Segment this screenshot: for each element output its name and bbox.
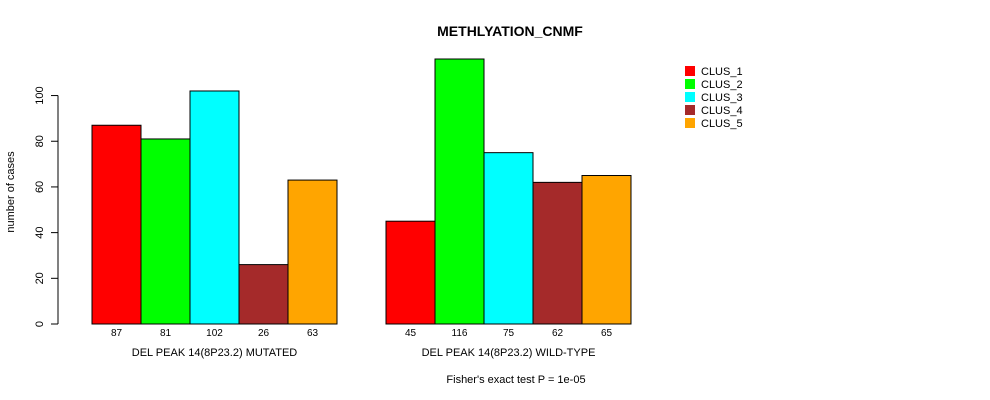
y-tick-label: 100 xyxy=(34,86,46,104)
bar-value-label: 45 xyxy=(405,328,417,339)
legend-label: CLUS_3 xyxy=(701,92,743,104)
legend-swatch xyxy=(685,66,695,76)
legend-label: CLUS_4 xyxy=(701,105,743,117)
bar-clus-5 xyxy=(287,179,338,325)
bar-value-label: 81 xyxy=(160,328,172,339)
y-axis: 0 20 40 60 80 100 xyxy=(34,86,59,327)
legend-swatch xyxy=(685,92,695,102)
bar-value-label: 63 xyxy=(307,328,319,339)
y-tick-label: 60 xyxy=(34,181,46,193)
chart-title: METHLYATION_CNMF xyxy=(437,23,583,39)
bar-clus-5 xyxy=(581,175,632,325)
bar-value-label: 87 xyxy=(111,328,123,339)
y-tick-label: 40 xyxy=(34,226,46,238)
bar-value-label: 65 xyxy=(601,328,613,339)
legend-label: CLUS_2 xyxy=(701,79,743,91)
bar-value-label: 102 xyxy=(206,328,223,339)
bar-clus-4 xyxy=(532,181,583,325)
bar-clus-2 xyxy=(434,58,485,325)
value-labels: 87 81 102 26 63 45 116 75 62 65 xyxy=(111,328,613,339)
bar-clus-1 xyxy=(91,124,142,325)
legend-label: CLUS_1 xyxy=(701,66,743,78)
legend-swatch xyxy=(685,79,695,89)
bar-clus-3 xyxy=(189,90,240,325)
legend-swatch xyxy=(685,118,695,128)
group-label: DEL PEAK 14(8P23.2) MUTATED xyxy=(132,347,298,359)
group-label: DEL PEAK 14(8P23.2) WILD-TYPE xyxy=(422,347,596,359)
bar-clus-2 xyxy=(140,138,191,325)
bar-value-label: 116 xyxy=(452,328,468,339)
bar-value-label: 26 xyxy=(258,328,270,339)
bar-value-label: 75 xyxy=(503,328,515,339)
bars xyxy=(91,58,632,325)
legend-label: CLUS_5 xyxy=(701,118,743,130)
legend-swatch xyxy=(685,105,695,115)
bar-value-label: 62 xyxy=(552,328,564,339)
y-tick-label: 20 xyxy=(34,272,46,284)
bar-clus-3 xyxy=(483,152,534,325)
footnote: Fisher's exact test P = 1e-05 xyxy=(446,374,585,386)
y-axis-label: number of cases xyxy=(5,151,17,233)
group-labels: DEL PEAK 14(8P23.2) MUTATED DEL PEAK 14(8… xyxy=(132,347,596,359)
y-tick-label: 0 xyxy=(34,321,46,327)
y-tick-label: 80 xyxy=(34,135,46,147)
bar-clus-1 xyxy=(385,220,436,325)
bar-clus-4 xyxy=(238,264,289,325)
